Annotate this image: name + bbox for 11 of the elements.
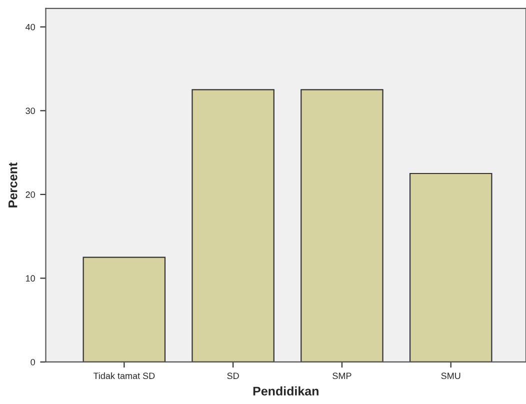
x-axis-title: Pendidikan <box>253 386 318 396</box>
x-tick-label: SMP <box>332 372 352 380</box>
x-tick-label: SMU <box>441 372 460 380</box>
y-tick-label: 30 <box>26 108 35 114</box>
y-tick-label: 20 <box>26 191 35 198</box>
x-tick-label: Tidak tamat SD <box>93 372 155 380</box>
y-tick-label: 10 <box>26 275 35 282</box>
x-tick-label: SD <box>227 372 239 380</box>
y-tick-label: 0 <box>30 358 35 366</box>
y-tick-label: 40 <box>26 24 35 30</box>
y-axis-title: Percent <box>8 162 18 208</box>
